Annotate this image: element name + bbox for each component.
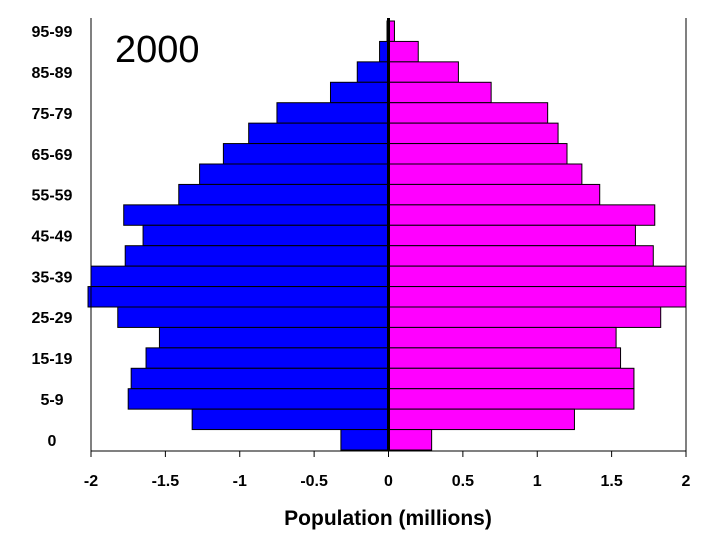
y-tick-labels: 95-99 85-89 75-79 65-69 55-59 45-49 35-39 25-29… [32,24,73,450]
left-bar-25-29 [117,306,390,328]
left-bar-60-64 [199,163,389,185]
right-bar-1-4 [388,408,575,431]
right-bar-5-9 [388,388,635,410]
right-bar-50-54 [388,204,656,226]
left-bar-10-14 [130,367,389,390]
right-bar-55-59 [388,183,601,206]
x-tick-label: 1.5 [601,473,623,490]
right-bar-0 [388,429,433,451]
right-bars [388,20,687,451]
left-bar-45-49 [142,224,389,247]
right-bar-30-34 [388,286,687,308]
left-bar-0 [340,429,389,451]
left-bar-1-4 [191,408,389,431]
left-bar-30-34 [87,286,390,308]
left-bar-55-59 [178,183,389,206]
x-tick-label: 0 [384,473,393,490]
left-bar-35-39 [90,265,389,288]
x-tick-labels: -2 -1.5 -1 -0.5 0 0.5 1 1.5 2 [84,473,691,490]
right-bar-65-69 [388,143,568,165]
x-tick-label: -1 [233,473,247,490]
axes [90,18,687,457]
x-tick-label: -2 [84,473,98,490]
x-tick-label: -1.5 [152,473,180,490]
y-tick-label: 55-59 [32,188,73,205]
right-bar-25-29 [388,306,662,328]
right-bar-35-39 [388,265,687,288]
left-bar-70-74 [248,122,389,145]
right-bar-70-74 [388,122,559,145]
x-tick-label: 2 [682,473,691,490]
y-tick-label: 75-79 [32,106,73,123]
x-axis-title: Population (millions) [284,507,492,530]
y-tick-label: 45-49 [32,229,73,246]
left-bar-50-54 [123,204,389,226]
y-tick-label: 65-69 [32,147,73,164]
left-bars [87,20,390,451]
y-tick-label: 25-29 [32,310,73,327]
x-tick-label: -0.5 [300,473,328,490]
y-tick-label: 85-89 [32,65,73,82]
x-tick-label: 0.5 [452,473,474,490]
right-bar-20-24 [388,326,617,349]
x-tick-label: 1 [533,473,542,490]
y-tick-label: 15-19 [32,351,73,368]
left-bar-40-44 [124,245,390,267]
left-bar-65-69 [222,143,389,165]
right-bar-45-49 [388,224,636,247]
right-bar-60-64 [388,163,583,185]
right-bar-75-79 [388,102,549,124]
left-bar-75-79 [276,102,389,124]
left-bar-80-84 [329,81,389,104]
right-bar-80-84 [388,81,492,104]
right-bar-40-44 [388,245,654,267]
right-bar-85-89 [388,61,459,83]
left-bar-5-9 [127,388,389,410]
y-tick-label: 0 [48,433,57,450]
y-tick-label: 5-9 [40,392,63,409]
left-bar-85-89 [356,61,390,83]
left-bar-20-24 [158,326,389,349]
right-bar-15-19 [388,347,622,369]
y-tick-label: 35-39 [32,269,73,286]
right-bar-10-14 [388,367,635,390]
left-bar-15-19 [145,347,389,369]
chart-title: 2000 [115,29,200,71]
y-tick-label: 95-99 [32,24,73,41]
right-bar-90-94 [388,40,419,63]
